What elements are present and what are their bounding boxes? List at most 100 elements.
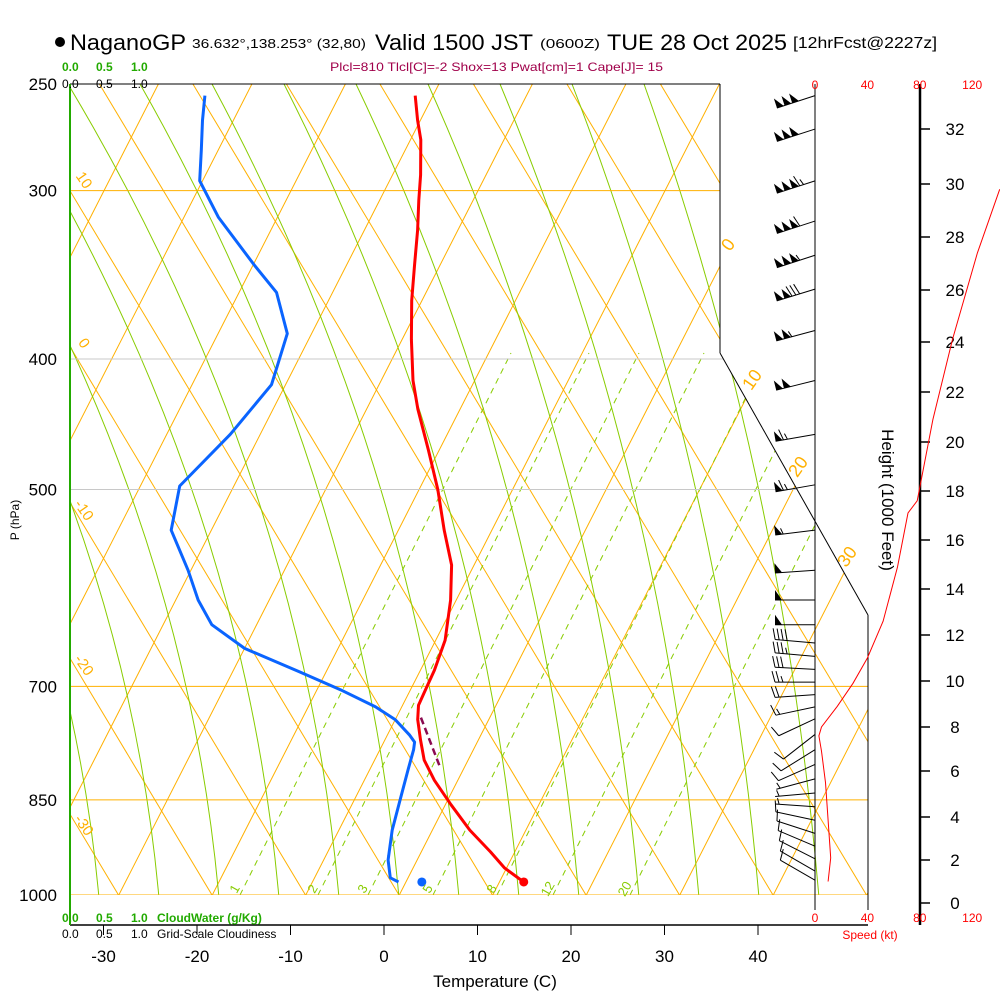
barb-flag: [776, 641, 780, 654]
speed-top-tick-label: 0: [812, 78, 819, 92]
barb-flag: [779, 849, 784, 861]
barb-half-flag: [787, 331, 793, 337]
cloudwater-bottom-tick: 0.0: [62, 911, 79, 925]
barb-flag: [778, 479, 784, 491]
height-tick-label: 8: [950, 718, 959, 737]
barb-staff: [775, 666, 816, 670]
height-tick-label: 14: [946, 580, 965, 599]
speed-bottom-tick-label: 40: [861, 911, 875, 925]
pressure-tick-label: 700: [29, 677, 57, 696]
isotherm-label: 20: [784, 453, 812, 481]
utc-time: (0600Z): [540, 36, 600, 51]
barb-flag: [777, 819, 781, 831]
barb-half-flag: [780, 675, 784, 683]
barb-pennant: [789, 253, 799, 263]
barb-pennant: [773, 481, 783, 492]
moist-adiabat-line: [283, 84, 521, 895]
temperature-tick-label: -30: [91, 947, 116, 966]
isotherm-label: 30: [833, 543, 861, 571]
barb-staff: [775, 639, 816, 644]
wind-barbs: [770, 84, 816, 910]
cloudiness-bottom-tick: 0.0: [62, 927, 79, 941]
mixing-ratio-line: [624, 352, 868, 895]
mixing-ratio-line: [491, 352, 769, 895]
wind-barb: [770, 718, 816, 737]
barb-flag: [776, 628, 780, 640]
cloudwater-top-tick: 0.5: [96, 60, 113, 74]
cloudiness-top-tick: 0.0: [62, 77, 79, 91]
station-name: NaganoGP: [70, 30, 186, 55]
wind-barb: [775, 790, 816, 797]
speed-top-tick-label: 80: [913, 78, 927, 92]
profiles: [169, 95, 529, 887]
barb-pennant: [781, 95, 792, 106]
barb-flag: [793, 216, 801, 227]
pressure-tick-label: 1000: [19, 886, 57, 905]
barb-pennant: [773, 331, 784, 341]
wind-barb: [774, 563, 816, 574]
speed-top-tick-label: 120: [962, 78, 982, 92]
barb-pennant: [781, 378, 791, 389]
height-tick-label: 16: [946, 531, 965, 550]
barb-flag: [785, 286, 793, 297]
mixing-ratio-label: 5: [419, 882, 436, 896]
speed-bottom-tick-label: 120: [962, 911, 982, 925]
header: NaganoGP 36.632°,138.253° (32,80) Valid …: [55, 30, 937, 74]
speed-top-tick-label: 40: [861, 78, 875, 92]
wind-barb: [772, 628, 816, 644]
mixing-ratio-line: [547, 352, 825, 895]
barb-pennant: [773, 258, 784, 268]
barb-pennant: [781, 255, 792, 266]
dry-adiabat-line: [70, 84, 306, 895]
cloudwater-top-tick: 0.0: [62, 60, 79, 74]
x-axis-label: Temperature (C): [433, 972, 557, 991]
barb-flag: [776, 656, 780, 668]
pressure-tick-label: 850: [29, 791, 57, 810]
pressure-tick-label: 300: [29, 182, 57, 201]
wind-barb: [776, 809, 816, 834]
moist-adiabat-line: [70, 84, 161, 895]
wind-barb: [772, 749, 816, 772]
temperature-tick-label: 30: [655, 947, 674, 966]
barb-pennant: [773, 223, 784, 234]
pressure-tick-label: 250: [29, 75, 57, 94]
wind-barb: [775, 614, 815, 626]
cloudiness-bottom-tick: 1.0: [131, 927, 148, 941]
isotherm-label: 10: [738, 366, 766, 394]
height-axis-label: Height (1000 Feet): [878, 429, 897, 571]
wind-barb: [773, 479, 816, 493]
height-tick-label: 28: [946, 228, 965, 247]
moist-adiabat-line: [139, 84, 401, 895]
wind-barb: [770, 686, 816, 698]
cloudwater-label: CloudWater (g/Kg): [157, 911, 262, 925]
mixing-ratio-line: [312, 352, 590, 895]
barb-pennant: [774, 525, 783, 536]
barb-pennant: [774, 563, 783, 574]
moist-adiabat-line: [211, 84, 461, 895]
barb-half-flag: [795, 254, 801, 261]
wind-barb: [773, 329, 816, 342]
moist-adiabat-line: [70, 84, 281, 895]
wind-barb: [775, 798, 816, 808]
barb-flag: [772, 656, 776, 668]
height-tick-label: 18: [946, 482, 965, 501]
barb-pennant: [773, 98, 784, 108]
mixing-ratio-label: 20: [614, 879, 634, 899]
forecast-info: [12hrFcst@2227z]: [793, 35, 937, 52]
barb-flag: [770, 771, 779, 782]
barb-flag: [793, 175, 801, 187]
surface-temperature-point: [519, 877, 529, 887]
height-tick-label: 26: [946, 281, 965, 300]
wind-barb: [774, 734, 816, 760]
barb-half-flag: [783, 433, 788, 440]
cloudiness-top-tick: 1.0: [131, 77, 148, 91]
cloudiness-top-tick: 0.5: [96, 77, 113, 91]
temperature-profile-line: [409, 95, 525, 884]
isotherm-line: [679, 84, 868, 895]
pressure-tick-label: 500: [29, 481, 57, 500]
moist-adiabat-line: [355, 84, 581, 895]
barb-staff: [776, 778, 816, 790]
dewpoint-profile-line: [169, 95, 417, 884]
temperature-tick-label: -20: [185, 947, 210, 966]
